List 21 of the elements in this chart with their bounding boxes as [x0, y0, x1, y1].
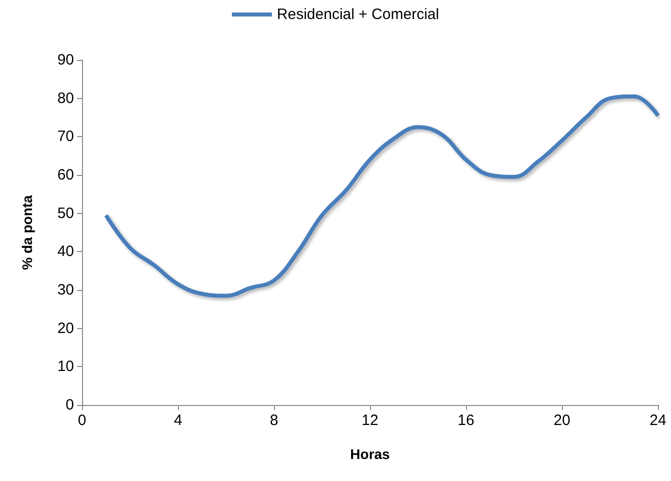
- x-tick-label: 8: [270, 412, 278, 429]
- y-tick-label: 80: [57, 90, 74, 107]
- y-tick-label: 60: [57, 166, 74, 184]
- x-tick-label: 12: [362, 412, 378, 429]
- y-tick-label: 10: [57, 358, 74, 376]
- x-tick-label: 4: [174, 412, 182, 429]
- x-tick-label: 24: [650, 412, 666, 429]
- x-tick-label: 20: [554, 412, 570, 429]
- y-tick-label: 90: [57, 52, 74, 68]
- x-tick-label: 16: [458, 412, 474, 429]
- y-tick-label: 20: [57, 320, 74, 337]
- y-tick-label: 70: [57, 128, 74, 146]
- y-axis-title: % da ponta: [19, 194, 35, 270]
- x-axis-title: Horas: [350, 446, 390, 462]
- x-tick-label: 0: [78, 412, 86, 429]
- legend-label: Residencial + Comercial: [276, 6, 440, 23]
- line-series: [104, 94, 660, 298]
- y-tick-label: 0: [66, 396, 74, 414]
- y-tick-label: 30: [57, 282, 74, 298]
- y-tick-label: 40: [57, 243, 74, 260]
- y-tick-label: 50: [57, 204, 74, 222]
